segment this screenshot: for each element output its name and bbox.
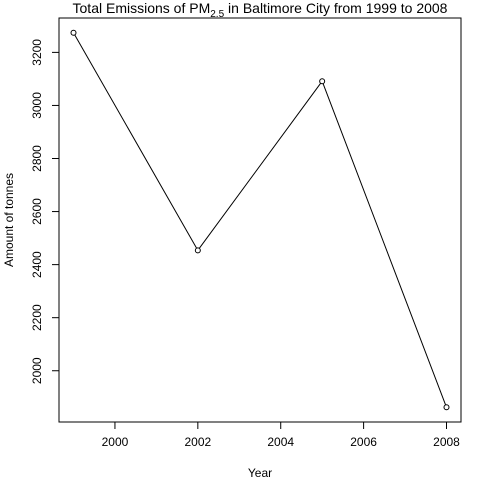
chart-title: Total Emissions of PM2.5 in Baltimore Ci… xyxy=(73,0,448,20)
data-point xyxy=(319,78,326,85)
chart-title-subscript: 2.5 xyxy=(210,9,224,20)
chart-title-main: Total Emissions of PM xyxy=(73,0,211,16)
x-tick-label: 2002 xyxy=(184,435,211,449)
x-axis: 2000 2002 2004 2006 2008 xyxy=(102,421,460,449)
x-tick-label: 2000 xyxy=(102,435,129,449)
chart-title-suffix: in Baltimore City from 1999 to 2008 xyxy=(224,0,448,16)
data-point xyxy=(194,247,201,254)
y-tick-label: 3000 xyxy=(30,92,44,119)
y-axis: 2000 2200 2400 2600 2800 3000 3200 xyxy=(30,39,60,384)
y-tick-label: 2200 xyxy=(30,304,44,331)
y-tick-label: 2000 xyxy=(30,357,44,384)
y-tick-label: 3200 xyxy=(30,39,44,66)
x-tick-label: 2006 xyxy=(350,435,377,449)
x-axis-label: Year xyxy=(248,466,272,480)
y-axis-label: Amount of tonnes xyxy=(2,173,16,267)
data-point xyxy=(70,29,77,36)
series-line xyxy=(73,32,447,408)
plot-frame xyxy=(58,17,462,423)
y-tick-label: 2400 xyxy=(30,251,44,278)
x-tick-label: 2008 xyxy=(433,435,460,449)
y-tick-label: 2800 xyxy=(30,145,44,172)
y-tick-label: 2600 xyxy=(30,198,44,225)
data-point xyxy=(443,404,450,411)
x-tick-label: 2004 xyxy=(267,435,294,449)
series-group xyxy=(70,29,450,411)
